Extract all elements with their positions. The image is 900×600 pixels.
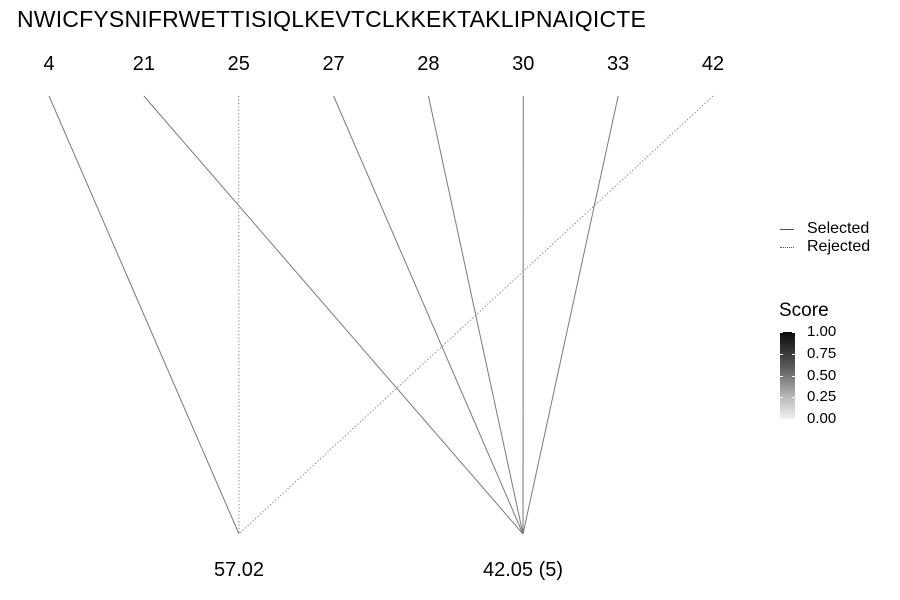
node-score-label: 57.02 xyxy=(214,559,264,581)
position-label: 33 xyxy=(607,53,629,75)
legend-label-selected: Selected xyxy=(807,220,870,237)
colorbar-mark xyxy=(792,397,795,398)
score-colorbar xyxy=(780,332,795,419)
colorbar-mark xyxy=(780,397,783,398)
colorbar-mark xyxy=(792,332,795,333)
legend-item-rejected: Rejected xyxy=(780,238,900,256)
legend-item-selected: Selected xyxy=(780,220,900,238)
colorbar-tick-label: 0.50 xyxy=(807,367,837,384)
solid-line-key xyxy=(780,229,794,230)
colorbar-mark xyxy=(780,332,783,333)
colorbar-tick-label: 1.00 xyxy=(807,323,837,340)
position-label: 21 xyxy=(133,53,155,75)
colorbar-mark xyxy=(780,376,783,377)
colorbar-mark xyxy=(792,354,795,355)
selected-link xyxy=(522,95,619,535)
colorbar-mark xyxy=(780,354,783,355)
selected-link xyxy=(48,95,240,535)
colorbar-title: Score xyxy=(779,300,829,321)
colorbar-tick-label: 0.25 xyxy=(807,388,837,405)
colorbar-tick-label: 0.00 xyxy=(807,410,837,427)
selected-link xyxy=(333,95,524,535)
position-label: 28 xyxy=(417,53,439,75)
rejected-link xyxy=(238,95,714,535)
dotted-line-key xyxy=(780,247,794,248)
position-label: 27 xyxy=(322,53,344,75)
colorbar-tick-label: 0.75 xyxy=(807,345,837,362)
position-label: 30 xyxy=(512,53,534,75)
selected-link xyxy=(143,95,524,535)
position-label: 42 xyxy=(702,53,724,75)
node-score-label: 42.05 (5) xyxy=(483,559,563,581)
sequence-title: NWICFYSNIFRWETTISIQLKEVTCLKKEKTAKLIPNAIQ… xyxy=(17,6,647,32)
colorbar-mark xyxy=(792,376,795,377)
selected-link xyxy=(427,95,524,535)
legend-label-rejected: Rejected xyxy=(807,238,871,255)
position-label: 4 xyxy=(43,53,54,75)
position-label: 25 xyxy=(228,53,250,75)
